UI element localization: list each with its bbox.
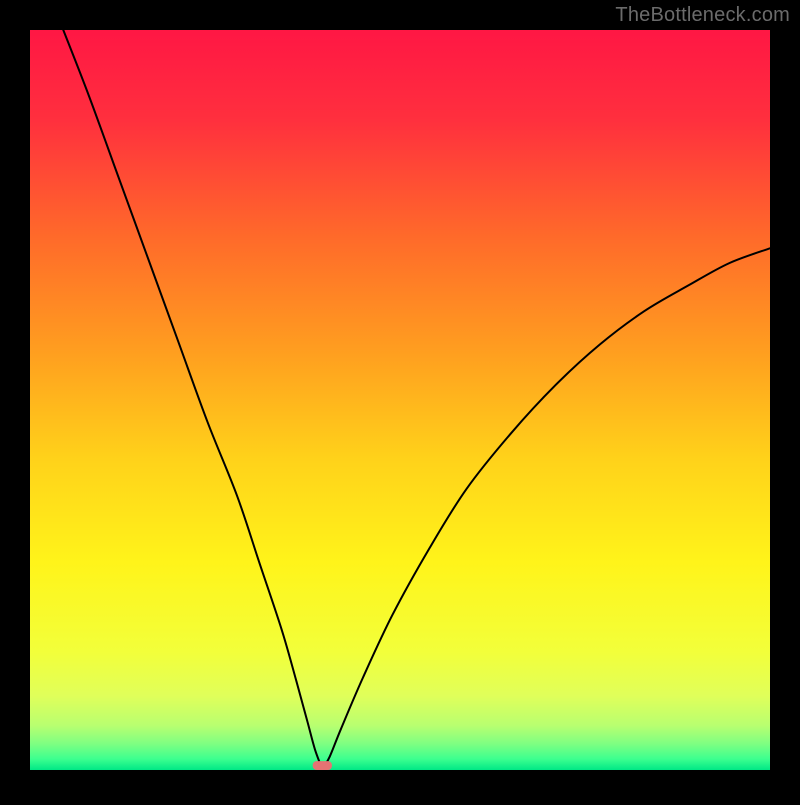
optimal-marker	[313, 761, 332, 770]
chart-container: TheBottleneck.com	[0, 0, 800, 800]
bottleneck-chart	[0, 0, 800, 800]
plot-background	[30, 30, 770, 770]
watermark-text: TheBottleneck.com	[615, 4, 790, 27]
